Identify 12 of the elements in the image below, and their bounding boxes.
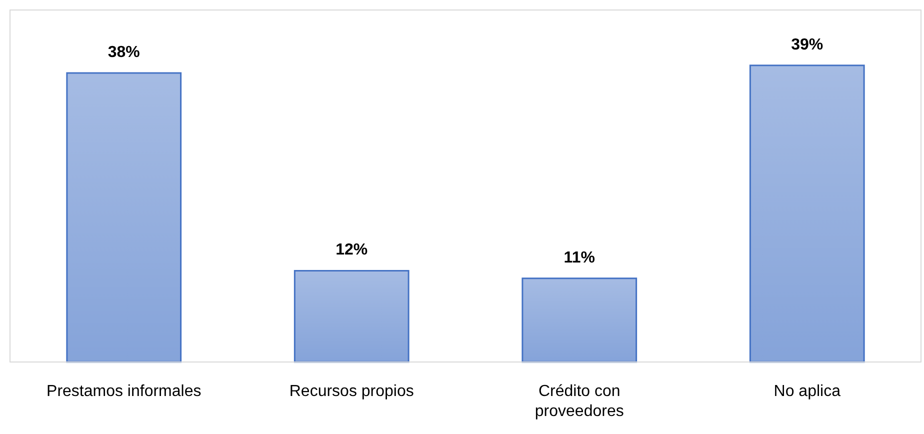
- bar: [66, 72, 182, 363]
- data-label: 39%: [791, 36, 824, 54]
- bar: [294, 270, 410, 363]
- x-tick-label: Recursos propios: [289, 383, 414, 400]
- bar: [749, 64, 865, 363]
- x-tick-label: No aplica: [774, 383, 841, 400]
- x-tick-label: Crédito con proveedores: [534, 383, 624, 420]
- data-label: 12%: [336, 242, 368, 259]
- data-label: 11%: [564, 249, 595, 266]
- data-label: 38%: [108, 44, 140, 61]
- x-tick-label: Prestamos informales: [46, 383, 202, 400]
- bar: [522, 278, 638, 363]
